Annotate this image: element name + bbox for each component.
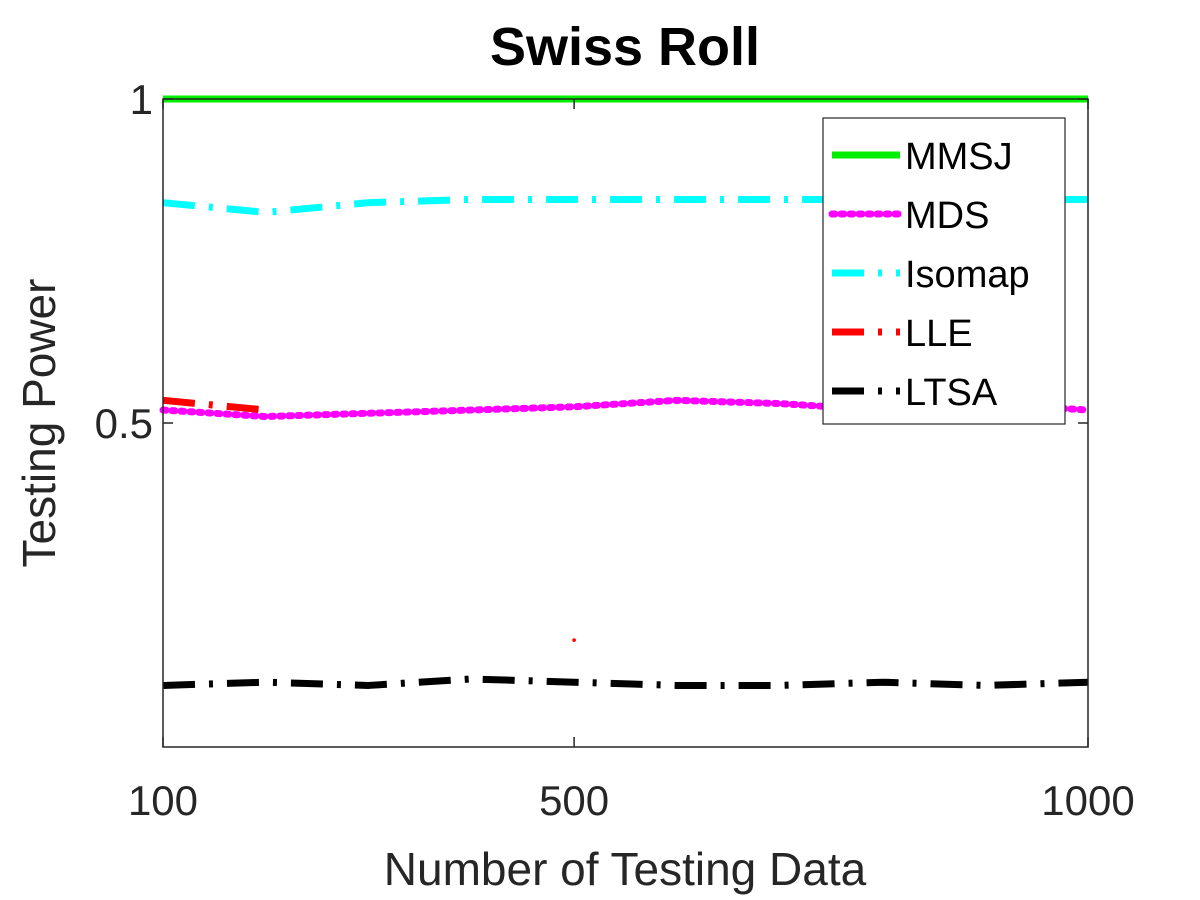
series-line-lle	[162, 396, 267, 414]
legend: MMSJ MDS Isomap LLE LTSA	[822, 117, 1066, 425]
chart-title: Swiss Roll	[490, 17, 760, 77]
legend-label-ltsa: LTSA	[905, 372, 998, 414]
legend-label-isomap: Isomap	[905, 254, 1030, 296]
legend-label-lle: LLE	[905, 313, 973, 355]
legend-label-mmsj: MMSJ	[905, 136, 1013, 178]
ticks-layer: 100 500 1000 0.5 1	[95, 76, 1135, 824]
y-tick-label: 1	[130, 76, 153, 123]
series-point-lle	[572, 638, 576, 642]
x-tick-label: 100	[128, 777, 198, 824]
series-line-ltsa	[162, 675, 1089, 689]
y-tick-label: 0.5	[95, 400, 153, 447]
x-tick-label: 1000	[1041, 777, 1134, 824]
x-tick-label: 500	[539, 777, 609, 824]
x-axis-label: Number of Testing Data	[384, 843, 867, 895]
legend-label-mds: MDS	[905, 195, 989, 237]
y-axis-label: Testing Power	[13, 279, 65, 568]
